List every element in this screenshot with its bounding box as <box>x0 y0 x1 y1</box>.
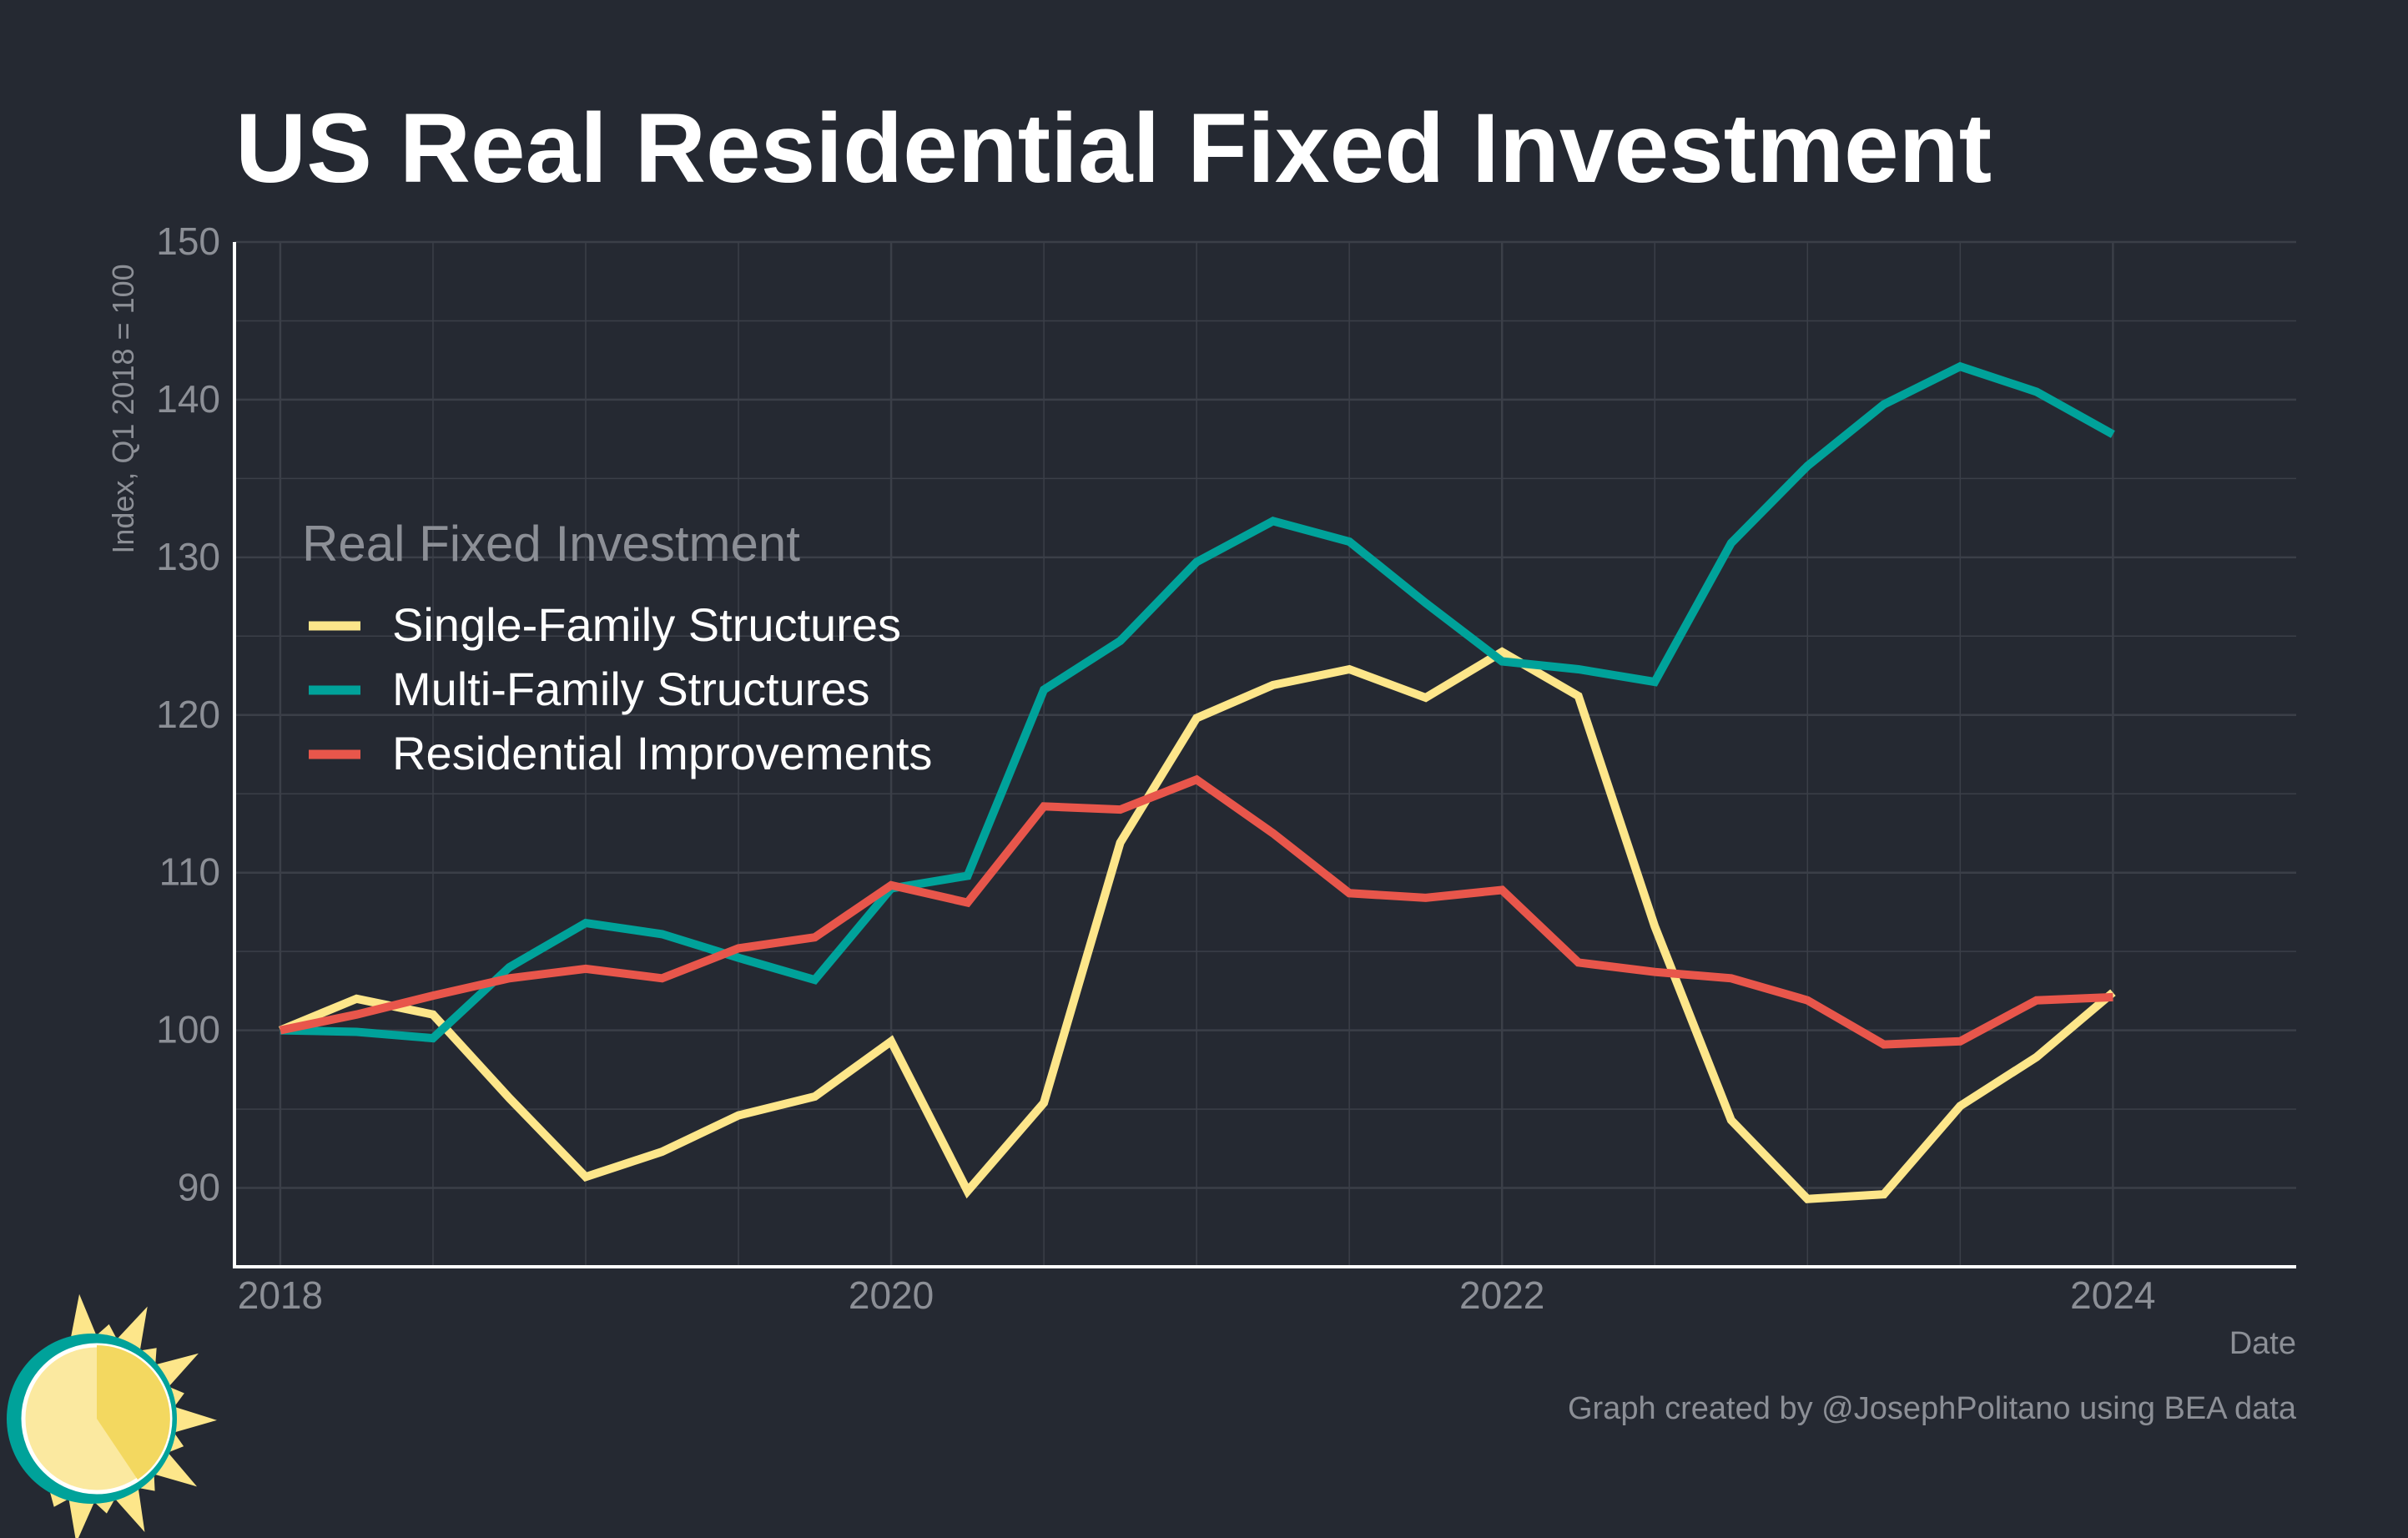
credit-text: Graph created by @JosephPolitano using B… <box>1568 1391 2297 1426</box>
sun-logo-icon <box>7 1293 217 1538</box>
legend-title: Real Fixed Investment <box>302 516 800 572</box>
x-tick-labels: 2018 2020 2022 2024 <box>238 1273 2156 1317</box>
legend: Real Fixed Investment Single-Family Stru… <box>302 516 932 779</box>
legend-label: Multi-Family Structures <box>392 663 870 715</box>
legend-label: Residential Improvements <box>392 727 932 779</box>
y-tick-label: 90 <box>178 1166 220 1209</box>
x-tick-label: 2024 <box>2070 1273 2155 1317</box>
grid <box>234 240 2296 1267</box>
x-axis-title: Date <box>2229 1326 2296 1361</box>
x-tick-label: 2018 <box>238 1273 323 1317</box>
y-tick-label: 100 <box>156 1008 220 1051</box>
axes <box>233 242 2296 1268</box>
series-line-multi-family-structures <box>280 361 2115 1043</box>
sun-ray <box>169 1405 217 1435</box>
x-tick-label: 2020 <box>849 1273 934 1317</box>
series-line-residential-improvements <box>279 774 2113 1049</box>
legend-label: Single-Family Structures <box>392 598 901 651</box>
sun-ray <box>69 1293 98 1343</box>
chart-title: US Real Residential Fixed Investment <box>235 93 1992 204</box>
y-tick-label: 120 <box>156 693 220 736</box>
sun-ray <box>68 1494 97 1538</box>
y-tick-label: 150 <box>156 219 220 263</box>
y-tick-label: 140 <box>156 377 220 421</box>
y-tick-label: 130 <box>156 535 220 578</box>
y-tick-label: 110 <box>159 850 220 894</box>
y-axis-title: Index, Q1 2018 = 100 <box>106 264 140 553</box>
y-tick-labels: 90 100 110 120 130 140 150 <box>156 219 220 1209</box>
series-lines <box>278 361 2116 1203</box>
logo-sun-shade <box>97 1345 170 1480</box>
series-line-single-family-structures <box>278 647 2116 1203</box>
x-tick-label: 2022 <box>1459 1273 1544 1317</box>
